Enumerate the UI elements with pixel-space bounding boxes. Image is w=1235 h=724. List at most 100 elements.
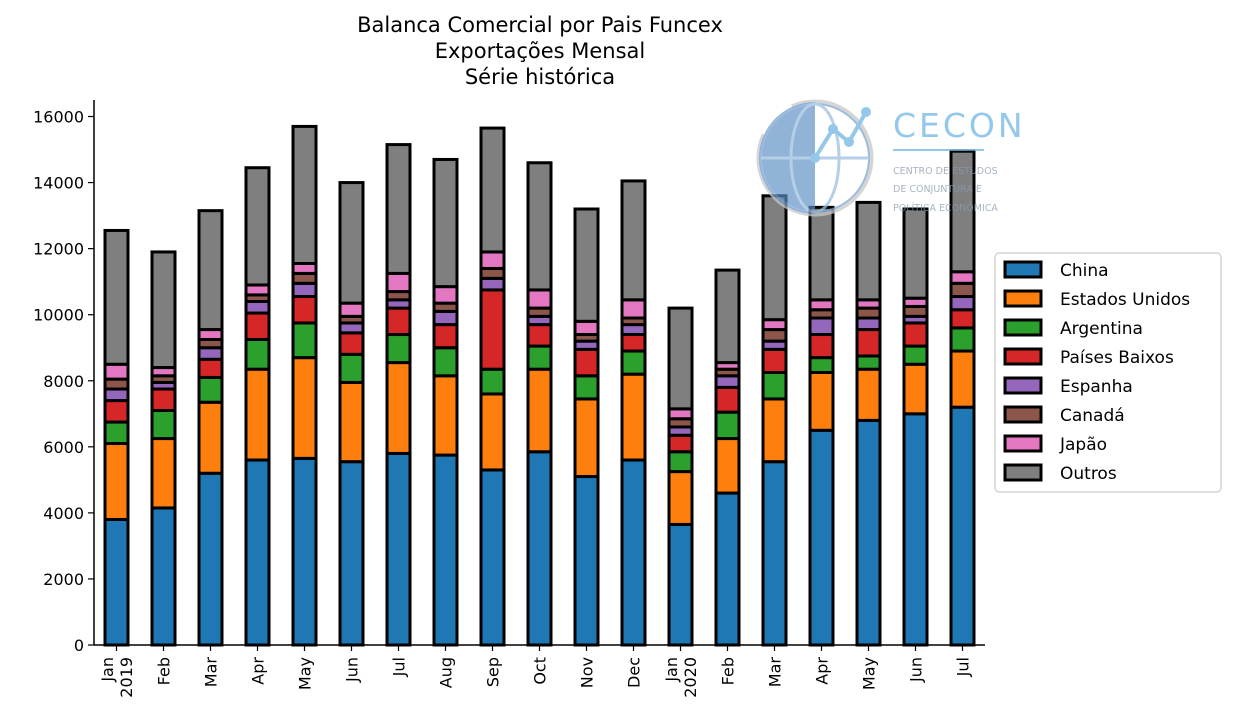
x-tick-label-line: Jul: [390, 657, 409, 677]
bar-outros-10: [573, 207, 600, 323]
x-tick-labels: Jan 2019 Feb Mar Apr May Jun Jul Aug Sep Oct Nov Dec…: [98, 645, 973, 698]
y-tick-label: 8000: [43, 372, 84, 391]
y-tick-label: 6000: [43, 438, 84, 457]
bar-países-baixos-9: [526, 323, 553, 348]
bar-china-10: [573, 475, 600, 647]
x-tick-label: Apr: [249, 657, 268, 685]
x-tick-label-line: Sep: [484, 657, 503, 687]
x-tick-label: May: [296, 657, 315, 690]
x-tick-label: Jan 2020: [662, 657, 700, 698]
bar-espanha-13: [714, 374, 741, 389]
bar-japão-11: [620, 298, 647, 320]
x-tick-label: Aug: [437, 657, 456, 688]
bar-outros-18: [949, 149, 976, 274]
bar-países-baixos-10: [573, 347, 600, 378]
legend-frame: [994, 252, 1222, 493]
bar-espanha-2: [197, 346, 224, 361]
bar-estados-unidos-13: [714, 437, 741, 495]
bar-países-baixos-18: [949, 308, 976, 330]
legend-swatch: [1003, 376, 1043, 395]
bar-estados-unidos-16: [855, 367, 882, 422]
bar-estados-unidos-3: [244, 367, 271, 462]
logo-subtitle-2: DE CONJUNTURA E: [893, 184, 982, 195]
bar-estados-unidos-9: [526, 367, 553, 454]
bar-outros-6: [385, 143, 412, 275]
x-tick-label-line: Jul: [954, 657, 973, 677]
bar-china-4: [291, 456, 318, 647]
x-tick-label-line: Mar: [202, 657, 221, 688]
x-tick-label-line: Jan: [98, 657, 117, 683]
y-tick-label: 16000: [33, 108, 84, 127]
x-tick-label-line: May: [296, 657, 315, 690]
legend-label: Outros: [1060, 464, 1117, 484]
bar-japão-9: [526, 288, 553, 310]
bar-china-12: [667, 522, 694, 647]
bar-argentina-14: [761, 371, 788, 401]
bar-países-baixos-7: [432, 323, 459, 350]
bar-outros-4: [291, 124, 318, 265]
bar-japão-8: [479, 250, 506, 270]
x-tick-label: Jul: [390, 657, 409, 677]
bar-japão-5: [338, 301, 365, 318]
cecon-logo: CECON CENTRO DE ESTUDOS DE CONJUNTURA E …: [756, 99, 1026, 217]
y-tick-label: 14000: [33, 174, 84, 193]
x-tick-label-line: Mar: [766, 657, 785, 688]
bar-outros-0: [103, 228, 130, 366]
bar-outros-7: [432, 157, 459, 289]
bar-outros-8: [479, 126, 506, 254]
y-tick-label: 10000: [33, 306, 84, 325]
bar-países-baixos-13: [714, 385, 741, 414]
bar-países-baixos-5: [338, 331, 365, 356]
bar-canadá-18: [949, 281, 976, 299]
bar-países-baixos-16: [855, 328, 882, 358]
bar-china-0: [103, 517, 130, 647]
bar-outros-12: [667, 306, 694, 411]
x-tick-label-line: Feb: [155, 657, 174, 685]
bar-estados-unidos-1: [150, 437, 177, 510]
bar-países-baixos-15: [808, 333, 835, 360]
chart-title: Balanca Comercial por Pais FuncexExporta…: [357, 13, 723, 89]
y-tick-label: 0: [74, 636, 84, 655]
bar-china-3: [244, 458, 271, 647]
x-tick-label: Oct: [531, 657, 550, 685]
bar-argentina-18: [949, 326, 976, 353]
chart-title-line-3: Série histórica: [465, 65, 615, 89]
bar-china-13: [714, 491, 741, 647]
bar-países-baixos-11: [620, 333, 647, 353]
bar-argentina-13: [714, 410, 741, 441]
bar-japão-7: [432, 285, 459, 305]
bar-espanha-8: [479, 276, 506, 292]
bar-estados-unidos-8: [479, 392, 506, 472]
legend-label: Argentina: [1060, 319, 1143, 339]
x-tick-label: Sep: [484, 657, 503, 687]
x-tick-label-line: Jun: [907, 657, 926, 683]
bar-china-16: [855, 418, 882, 647]
bar-outros-13: [714, 268, 741, 365]
bar-china-18: [949, 405, 976, 647]
logo-name: CECON: [893, 106, 1026, 145]
bar-espanha-0: [103, 387, 130, 403]
bar-argentina-16: [855, 354, 882, 371]
bar-estados-unidos-6: [385, 361, 412, 455]
bar-estados-unidos-7: [432, 374, 459, 457]
bar-china-1: [150, 506, 177, 647]
legend-label: Espanha: [1060, 377, 1133, 397]
x-tick-label-line: Apr: [813, 657, 832, 685]
bar-argentina-5: [338, 352, 365, 384]
bar-estados-unidos-4: [291, 356, 318, 460]
bar-outros-15: [808, 205, 835, 302]
bar-china-14: [761, 460, 788, 647]
bar-japão-6: [385, 271, 412, 294]
bar-estados-unidos-11: [620, 372, 647, 462]
legend-swatch: [1003, 260, 1043, 279]
x-tick-label-line: 2020: [681, 657, 700, 698]
x-tick-label-line: Jan: [662, 657, 681, 683]
legend-swatch: [1003, 405, 1043, 424]
x-tick-label: Jan 2019: [98, 657, 136, 698]
legend-label: China: [1060, 261, 1109, 281]
bar-china-17: [902, 412, 929, 647]
legend-label: Japão: [1059, 435, 1107, 455]
bar-china-5: [338, 460, 365, 647]
x-tick-label: Feb: [155, 657, 174, 685]
bar-outros-2: [197, 209, 224, 332]
